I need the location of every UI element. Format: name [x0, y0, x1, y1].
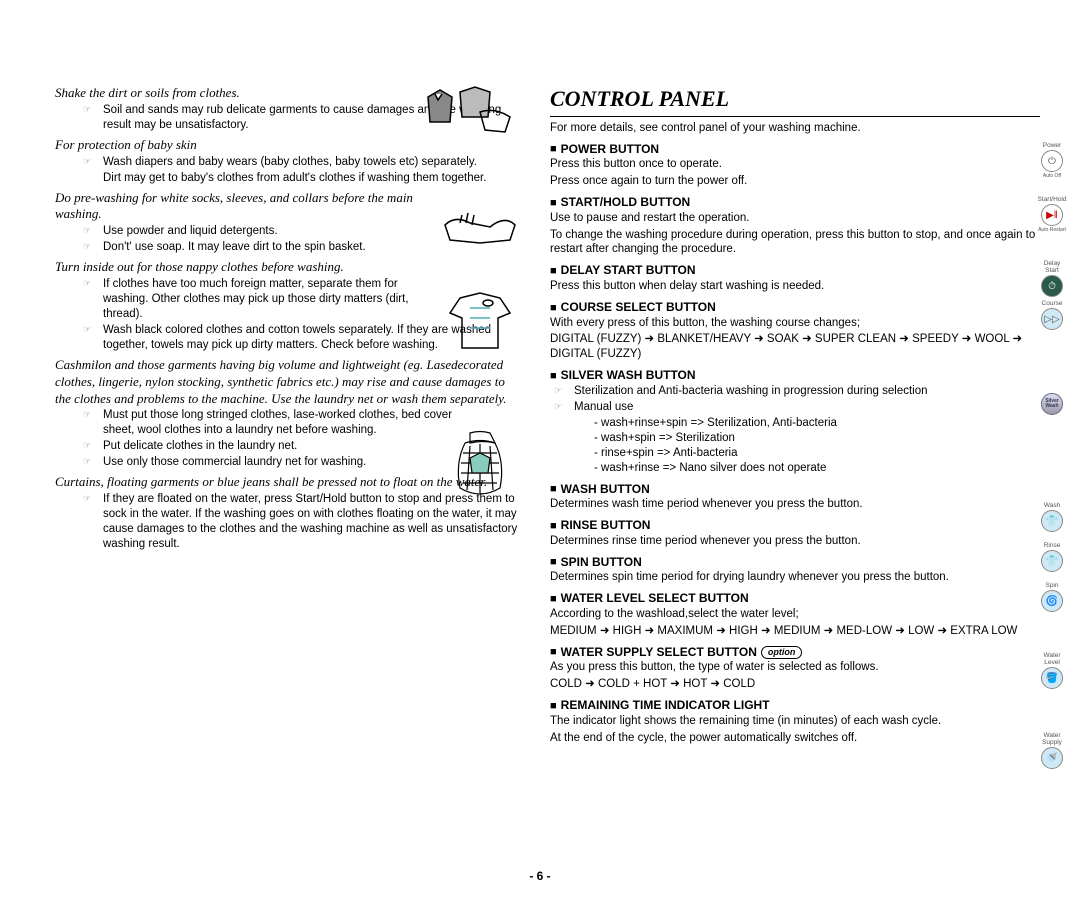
panel-icon-circle: 👕 — [1041, 550, 1063, 572]
pointer-icon: ☞ — [83, 324, 99, 336]
panel-icon: Course▷▷ — [1036, 300, 1068, 331]
pointer-icon: ☞ — [83, 104, 99, 116]
panel-icon: Wash👕 — [1036, 502, 1068, 533]
page-container: Shake the dirt or soils from clothes. ☞ … — [0, 0, 1080, 748]
panel-icon: Power⏻Auto Off — [1036, 142, 1068, 179]
button-heading: DELAY START BUTTON — [550, 263, 1040, 279]
dash-item: - wash+spin => Sterilization — [550, 431, 1040, 446]
panel-icon-circle: ▷▷ — [1041, 308, 1063, 330]
laundry-net-illustration — [445, 428, 520, 503]
button-desc: Determines rinse time period whenever yo… — [550, 534, 1040, 549]
left-column: Shake the dirt or soils from clothes. ☞ … — [55, 85, 520, 748]
tip-bullet: ☞ Wash diapers and baby wears (baby clot… — [55, 155, 520, 170]
panel-icon: Water Supply🚿 — [1036, 732, 1068, 770]
panel-icon-circle: ▶‖ — [1041, 204, 1063, 226]
section-title: CONTROL PANEL — [550, 85, 1040, 117]
pointer-icon: ☞ — [83, 156, 99, 168]
button-heading: WATER SUPPLY SELECT BUTTONoption — [550, 645, 1040, 661]
hands-illustration — [440, 195, 520, 250]
button-heading: SPIN BUTTON — [550, 555, 1040, 571]
option-badge: option — [761, 646, 803, 660]
panel-icon-circle: 🚿 — [1041, 747, 1063, 769]
pointer-icon: ☞ — [83, 225, 99, 237]
panel-icon-circle: 🪣 — [1041, 667, 1063, 689]
button-heading: WATER LEVEL SELECT BUTTON — [550, 591, 1040, 607]
tip-heading: Turn inside out for those nappy clothes … — [55, 259, 520, 276]
tip-heading: Cashmilon and those garments having big … — [55, 357, 520, 408]
button-desc: Determines wash time period whenever you… — [550, 497, 1040, 512]
button-heading: POWER BUTTON — [550, 142, 1040, 158]
panel-icon-circle: 🌀 — [1041, 590, 1063, 612]
panel-icon: Rinse👕 — [1036, 542, 1068, 573]
pointer-icon: ☞ — [83, 493, 99, 505]
panel-icon-circle: ⏱ — [1041, 275, 1063, 297]
right-column: CONTROL PANEL For more details, see cont… — [550, 85, 1040, 748]
button-desc: The indicator light shows the remaining … — [550, 714, 1040, 729]
button-desc: Use to pause and restart the operation. — [550, 211, 1040, 226]
button-desc: At the end of the cycle, the power autom… — [550, 731, 1040, 746]
dash-item: - rinse+spin => Anti-bacteria — [550, 446, 1040, 461]
button-desc: To change the washing procedure during o… — [550, 228, 1040, 258]
button-desc: According to the washload,select the wat… — [550, 607, 1040, 622]
pointer-icon: ☞ — [83, 278, 99, 290]
button-desc: Press this button once to operate. — [550, 157, 1040, 172]
button-heading: START/HOLD BUTTON — [550, 195, 1040, 211]
jacket-illustration — [440, 288, 520, 358]
button-desc: MEDIUM ➜ HIGH ➜ MAXIMUM ➜ HIGH ➜ MEDIUM … — [550, 624, 1040, 639]
panel-icon: Water Level🪣 — [1036, 652, 1068, 690]
button-desc: COLD ➜ COLD + HOT ➜ HOT ➜ COLD — [550, 677, 1040, 692]
button-desc: Press this button when delay start washi… — [550, 279, 1040, 294]
pointer-icon: ☞ — [83, 409, 99, 421]
button-heading: WASH BUTTON — [550, 482, 1040, 498]
button-desc: As you press this button, the type of wa… — [550, 660, 1040, 675]
tip-heading: Do pre-washing for white socks, sleeves,… — [55, 190, 435, 224]
panel-icon: Delay Start⏱ — [1036, 260, 1068, 298]
pointer-icon: ☞ — [83, 456, 99, 468]
section-intro: For more details, see control panel of y… — [550, 121, 1040, 136]
button-desc: Press once again to turn the power off. — [550, 174, 1040, 189]
button-heading: SILVER WASH BUTTON — [550, 368, 1040, 384]
panel-icon: Silver Wash — [1036, 392, 1068, 416]
button-desc: DIGITAL (FUZZY) ➜ BLANKET/HEAVY ➜ SOAK ➜… — [550, 332, 1040, 362]
panel-icon: Spin🌀 — [1036, 582, 1068, 613]
pointer-icon: ☞ — [83, 241, 99, 253]
buttons-list: POWER BUTTONPress this button once to op… — [550, 142, 1040, 746]
sub-bullet: ☞Manual use — [550, 400, 1040, 415]
panel-icon-circle: 👕 — [1041, 510, 1063, 532]
panel-icon: Start/Hold▶‖Auto Restart — [1036, 196, 1068, 233]
panel-icon-circle: ⏻ — [1041, 150, 1063, 172]
button-heading: COURSE SELECT BUTTON — [550, 300, 1040, 316]
sub-bullet: ☞Sterilization and Anti-bacteria washing… — [550, 384, 1040, 399]
pointer-icon: ☞ — [554, 401, 570, 413]
dash-item: - wash+rinse+spin => Sterilization, Anti… — [550, 416, 1040, 431]
clothes-illustration — [420, 82, 520, 142]
page-number: - 6 - — [0, 869, 1080, 883]
icon-column: Power⏻Auto Off Start/Hold▶‖Auto Restart De… — [1036, 142, 1068, 842]
pointer-icon: ☞ — [83, 440, 99, 452]
button-heading: RINSE BUTTON — [550, 518, 1040, 534]
panel-icon-circle: Silver Wash — [1041, 393, 1063, 415]
button-heading: REMAINING TIME INDICATOR LIGHT — [550, 698, 1040, 714]
button-desc: With every press of this button, the was… — [550, 316, 1040, 331]
button-desc: Determines spin time period for drying l… — [550, 570, 1040, 585]
tip-aftertext: Dirt may get to baby's clothes from adul… — [55, 171, 520, 186]
pointer-icon: ☞ — [554, 385, 570, 397]
dash-item: - wash+rinse => Nano silver does not ope… — [550, 461, 1040, 476]
